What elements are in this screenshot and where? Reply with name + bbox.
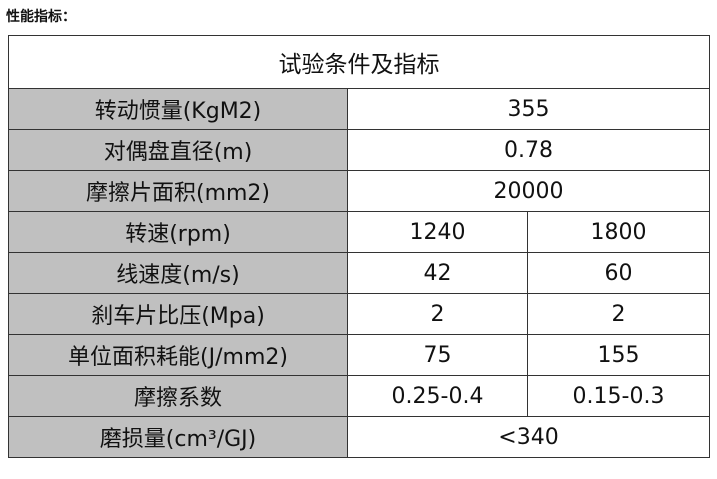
row-label: 摩擦片面积(mm2) [8,170,348,212]
row-label: 线速度(m/s) [8,252,348,294]
table-row: 摩擦系数 0.25-0.4 0.15-0.3 [8,375,710,417]
table-row: 单位面积耗能(J/mm2) 75 155 [8,334,710,376]
row-value: 355 [347,88,710,130]
table-row: 对偶盘直径(m) 0.78 [8,129,710,171]
row-label: 摩擦系数 [8,375,348,417]
row-value: 155 [527,334,710,376]
table-row: 磨损量(cm³/GJ) <340 [8,416,710,458]
row-value: 1800 [527,211,710,253]
row-label: 磨损量(cm³/GJ) [8,416,348,458]
table-row: 转速(rpm) 1240 1800 [8,211,710,253]
row-value: <340 [347,416,710,458]
row-value: 0.15-0.3 [527,375,710,417]
row-value: 42 [347,252,528,294]
row-value: 1240 [347,211,528,253]
row-label: 刹车片比压(Mpa) [8,293,348,335]
performance-table: 试验条件及指标 转动惯量(KgM2) 355 对偶盘直径(m) 0.78 摩擦片面积(m… [8,35,710,458]
row-value: 75 [347,334,528,376]
row-value: 60 [527,252,710,294]
row-label: 转动惯量(KgM2) [8,88,348,130]
row-value: 2 [347,293,528,335]
row-label: 单位面积耗能(J/mm2) [8,334,348,376]
table-header-row: 试验条件及指标 [8,35,710,89]
table-title: 试验条件及指标 [8,35,710,89]
row-label: 对偶盘直径(m) [8,129,348,171]
row-value: 2 [527,293,710,335]
row-value: 0.25-0.4 [347,375,528,417]
row-value: 0.78 [347,129,710,171]
table-row: 转动惯量(KgM2) 355 [8,88,710,130]
row-label: 转速(rpm) [8,211,348,253]
table-row: 摩擦片面积(mm2) 20000 [8,170,710,212]
section-heading: 性能指标： [6,9,76,25]
table-row: 线速度(m/s) 42 60 [8,252,710,294]
table-row: 刹车片比压(Mpa) 2 2 [8,293,710,335]
row-value: 20000 [347,170,710,212]
